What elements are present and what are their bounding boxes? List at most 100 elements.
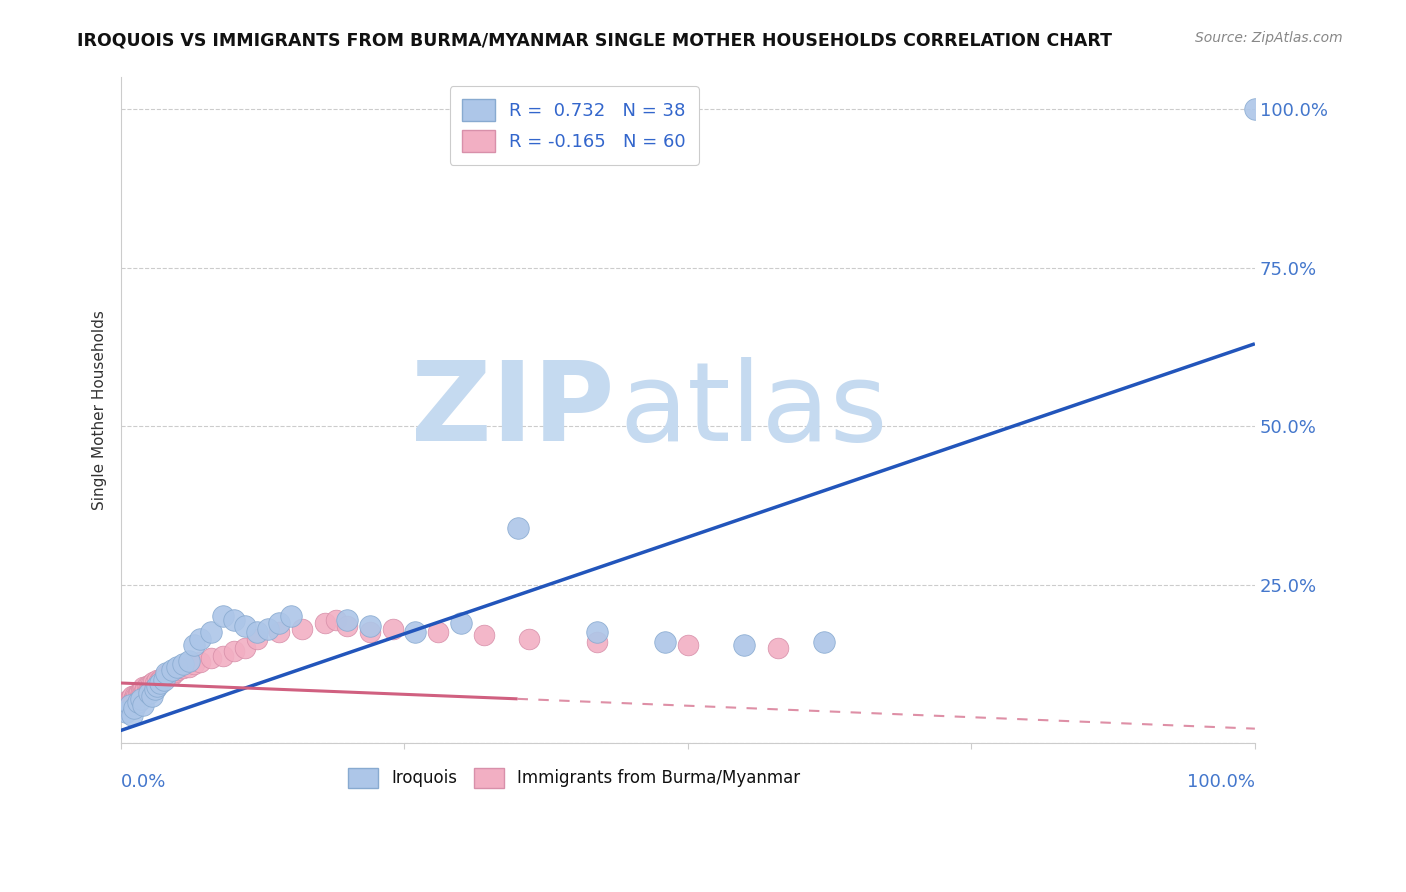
Point <box>359 619 381 633</box>
Point <box>257 622 280 636</box>
Point <box>118 698 141 713</box>
Point <box>222 644 245 658</box>
Point <box>733 638 755 652</box>
Point <box>135 679 157 693</box>
Point <box>122 701 145 715</box>
Point <box>124 688 146 702</box>
Point <box>172 661 194 675</box>
Point <box>149 676 172 690</box>
Point <box>246 625 269 640</box>
Point <box>111 701 134 715</box>
Point <box>269 625 291 640</box>
Point <box>506 521 529 535</box>
Point <box>200 650 222 665</box>
Text: IROQUOIS VS IMMIGRANTS FROM BURMA/MYANMAR SINGLE MOTHER HOUSEHOLDS CORRELATION C: IROQUOIS VS IMMIGRANTS FROM BURMA/MYANMA… <box>77 31 1112 49</box>
Point <box>472 628 495 642</box>
Point <box>211 648 233 663</box>
Point <box>188 632 211 646</box>
Point <box>128 685 150 699</box>
Point <box>117 697 139 711</box>
Point <box>148 674 170 689</box>
Point <box>359 625 381 640</box>
Point <box>586 634 609 648</box>
Point <box>143 676 166 690</box>
Point <box>427 625 450 640</box>
Point <box>142 675 165 690</box>
Point <box>143 682 166 697</box>
Text: atlas: atlas <box>620 357 889 464</box>
Text: 0.0%: 0.0% <box>121 773 166 791</box>
Point <box>160 663 183 677</box>
Point <box>813 634 835 648</box>
Point <box>325 613 347 627</box>
Point <box>146 679 169 693</box>
Y-axis label: Single Mother Households: Single Mother Households <box>93 310 107 510</box>
Point <box>131 682 153 697</box>
Point <box>129 691 152 706</box>
Point <box>155 666 177 681</box>
Point <box>141 676 163 690</box>
Point <box>163 665 186 680</box>
Point <box>336 613 359 627</box>
Point <box>139 681 162 695</box>
Point <box>336 619 359 633</box>
Point <box>160 667 183 681</box>
Point <box>127 695 149 709</box>
Point <box>166 663 188 677</box>
Point <box>211 609 233 624</box>
Point <box>676 638 699 652</box>
Point <box>586 625 609 640</box>
Point <box>115 695 138 709</box>
Point <box>136 683 159 698</box>
Point <box>125 690 148 704</box>
Point <box>150 672 173 686</box>
Point <box>291 622 314 636</box>
Point <box>450 615 472 630</box>
Point <box>122 690 145 705</box>
Point <box>246 632 269 646</box>
Point <box>117 693 139 707</box>
Point <box>155 667 177 681</box>
Point <box>120 690 142 705</box>
Point <box>146 673 169 687</box>
Point <box>314 615 336 630</box>
Point <box>222 613 245 627</box>
Point <box>121 689 143 703</box>
Point <box>166 660 188 674</box>
Point <box>152 673 174 687</box>
Point <box>188 655 211 669</box>
Point <box>132 681 155 695</box>
Point <box>200 625 222 640</box>
Point <box>138 685 160 699</box>
Text: Source: ZipAtlas.com: Source: ZipAtlas.com <box>1195 31 1343 45</box>
Point <box>269 615 291 630</box>
Point <box>177 660 200 674</box>
Point <box>129 684 152 698</box>
Point <box>138 678 160 692</box>
Point <box>141 689 163 703</box>
Point <box>157 666 180 681</box>
Point <box>654 634 676 648</box>
Point <box>141 679 163 693</box>
Legend: Iroquois, Immigrants from Burma/Myanmar: Iroquois, Immigrants from Burma/Myanmar <box>342 761 807 795</box>
Point <box>134 681 156 696</box>
Point <box>115 705 138 719</box>
Point <box>768 641 790 656</box>
Point <box>152 670 174 684</box>
Point <box>280 609 302 624</box>
Point <box>1244 102 1267 116</box>
Point <box>381 622 404 636</box>
Point <box>128 689 150 703</box>
Point <box>122 693 145 707</box>
Text: 100.0%: 100.0% <box>1187 773 1256 791</box>
Point <box>172 657 194 671</box>
Point <box>233 619 256 633</box>
Point <box>134 684 156 698</box>
Point <box>112 698 135 713</box>
Point <box>114 699 136 714</box>
Point <box>517 632 540 646</box>
Point <box>183 657 205 671</box>
Point <box>121 707 143 722</box>
Point <box>127 687 149 701</box>
Text: ZIP: ZIP <box>411 357 614 464</box>
